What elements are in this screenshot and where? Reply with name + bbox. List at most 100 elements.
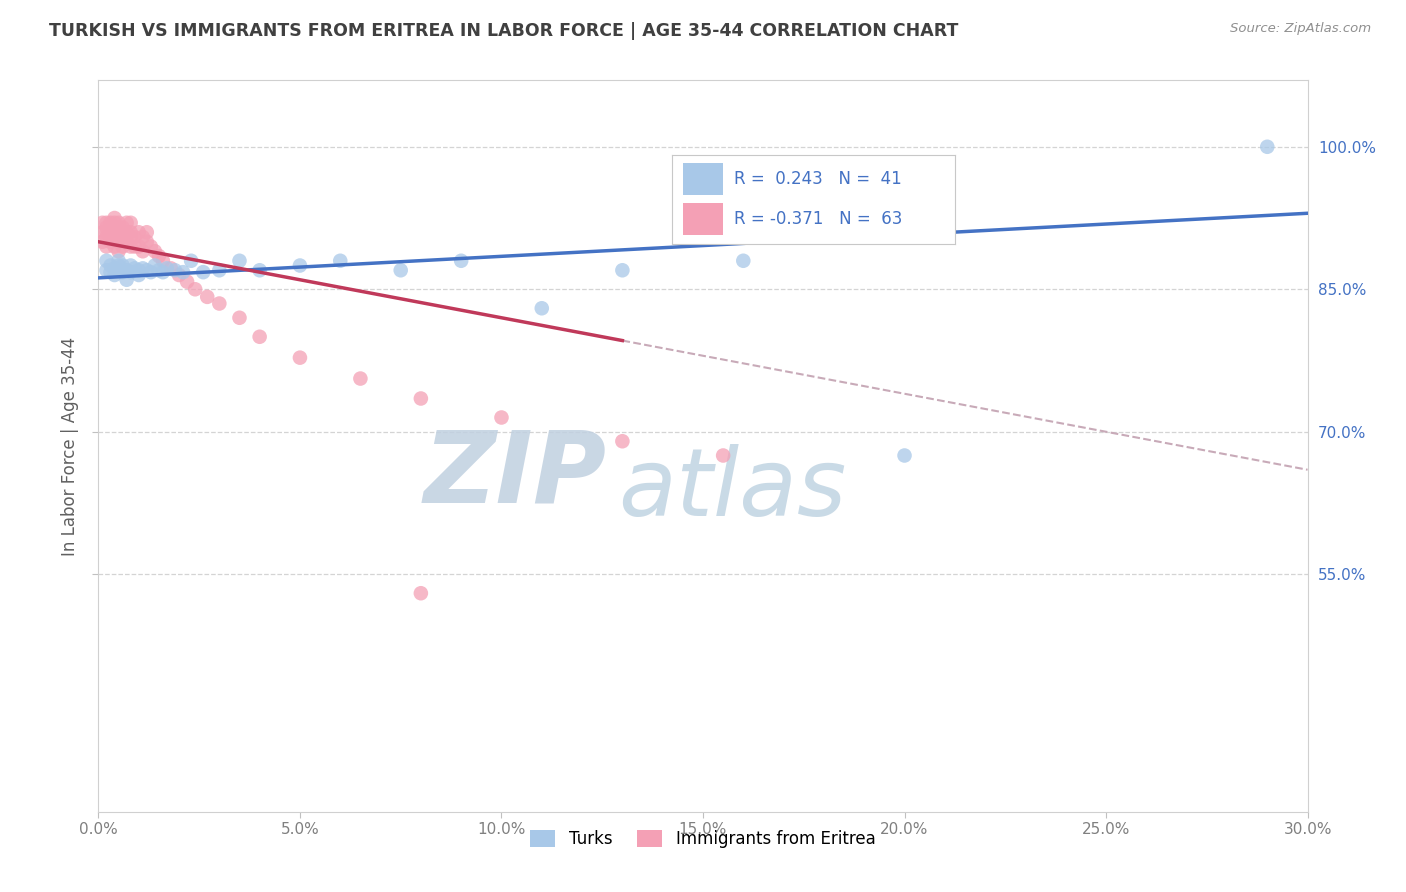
Point — [107, 235, 129, 249]
Point — [96, 216, 118, 230]
Point — [612, 434, 634, 449]
Point — [172, 265, 194, 279]
Bar — [683, 203, 723, 235]
Text: TURKISH VS IMMIGRANTS FROM ERITREA IN LABOR FORCE | AGE 35-44 CORRELATION CHART: TURKISH VS IMMIGRANTS FROM ERITREA IN LA… — [49, 22, 959, 40]
Point — [115, 216, 138, 230]
Point — [103, 220, 125, 235]
Point — [120, 230, 142, 244]
Point — [409, 392, 432, 406]
Point — [163, 263, 186, 277]
Point — [120, 239, 142, 253]
Point — [128, 239, 150, 253]
Point — [107, 225, 129, 239]
Point — [111, 239, 134, 253]
Point — [107, 216, 129, 230]
Point — [120, 225, 142, 239]
Point — [96, 220, 118, 235]
Point — [107, 253, 129, 268]
Point — [120, 216, 142, 230]
Point — [107, 259, 129, 273]
Point — [111, 225, 134, 239]
Point — [91, 216, 114, 230]
Point — [249, 330, 271, 344]
Point — [208, 296, 231, 310]
Point — [103, 230, 125, 244]
Point — [124, 230, 146, 244]
Point — [96, 263, 118, 277]
Point — [103, 261, 125, 276]
Point — [100, 220, 122, 235]
Point — [228, 253, 250, 268]
Point — [115, 235, 138, 249]
Point — [100, 235, 122, 249]
Point — [184, 282, 207, 296]
Point — [128, 225, 150, 239]
Point — [167, 268, 190, 282]
Y-axis label: In Labor Force | Age 35-44: In Labor Force | Age 35-44 — [60, 336, 79, 556]
Point — [111, 259, 134, 273]
Point — [195, 290, 218, 304]
Point — [389, 263, 412, 277]
Point — [152, 265, 174, 279]
Point — [91, 225, 114, 239]
Point — [100, 259, 122, 273]
Point — [180, 253, 202, 268]
Point — [132, 230, 155, 244]
Point — [143, 259, 166, 273]
Point — [103, 225, 125, 239]
Point — [100, 225, 122, 239]
Point — [530, 301, 553, 316]
Point — [120, 259, 142, 273]
Point — [139, 239, 162, 253]
Bar — [683, 163, 723, 195]
Point — [111, 230, 134, 244]
Point — [148, 249, 170, 263]
Point — [100, 265, 122, 279]
Point — [96, 253, 118, 268]
Point — [128, 268, 150, 282]
Text: Source: ZipAtlas.com: Source: ZipAtlas.com — [1230, 22, 1371, 36]
Point — [711, 449, 734, 463]
Text: atlas: atlas — [619, 444, 846, 535]
Point — [96, 239, 118, 253]
Point — [193, 265, 215, 279]
Point — [148, 263, 170, 277]
Point — [176, 275, 198, 289]
Point — [349, 371, 371, 385]
Point — [91, 235, 114, 249]
Point — [111, 220, 134, 235]
Point — [612, 263, 634, 277]
Point — [156, 261, 179, 276]
Point — [107, 263, 129, 277]
Point — [1256, 140, 1278, 154]
Point — [288, 351, 311, 365]
Point — [132, 244, 155, 259]
Text: ZIP: ZIP — [423, 426, 606, 524]
Point — [111, 265, 134, 279]
Point — [124, 261, 146, 276]
Point — [329, 253, 352, 268]
Point — [96, 225, 118, 239]
Point — [893, 449, 915, 463]
Point — [128, 263, 150, 277]
Point — [120, 265, 142, 279]
Point — [115, 263, 138, 277]
Point — [409, 586, 432, 600]
Point — [135, 235, 157, 249]
Point — [107, 230, 129, 244]
Point — [228, 310, 250, 325]
Point — [100, 230, 122, 244]
Point — [208, 263, 231, 277]
Point — [132, 261, 155, 276]
Point — [450, 253, 472, 268]
Point — [733, 253, 755, 268]
Text: R =  0.243   N =  41: R = 0.243 N = 41 — [734, 170, 901, 188]
Point — [152, 253, 174, 268]
Point — [115, 225, 138, 239]
Point — [135, 263, 157, 277]
Point — [249, 263, 271, 277]
Point — [160, 261, 183, 276]
Point — [103, 239, 125, 253]
Point — [288, 259, 311, 273]
Point — [103, 216, 125, 230]
